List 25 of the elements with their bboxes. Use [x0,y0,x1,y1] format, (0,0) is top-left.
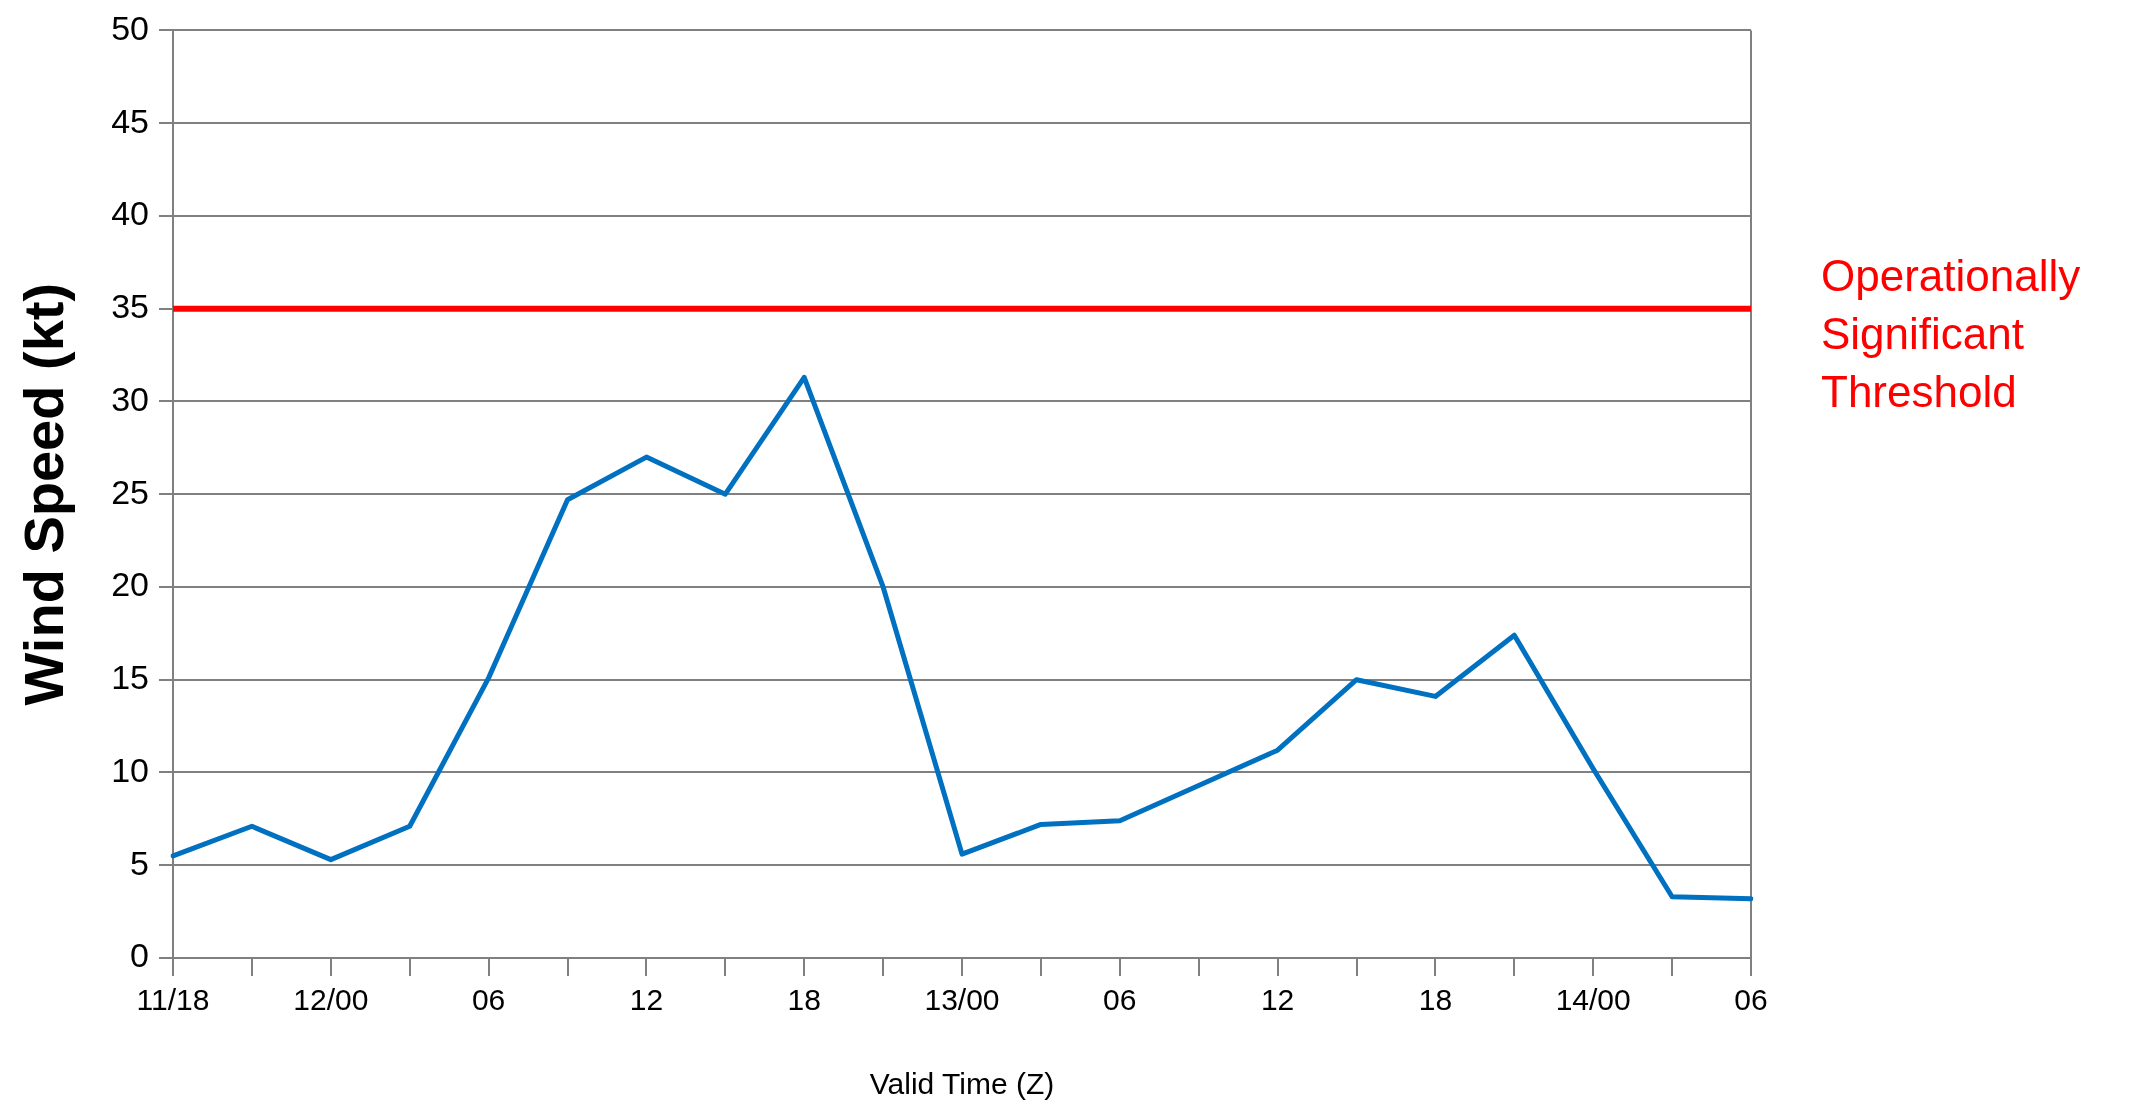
x-tick-label: 18 [787,983,821,1017]
y-tick-label: 45 [111,101,150,140]
y-tick-label: 15 [111,658,150,697]
y-tick-label: 40 [111,194,150,233]
y-tick-label: 30 [111,379,150,418]
y-tick-label: 50 [111,8,150,47]
x-tick-label: 12/00 [293,983,369,1017]
x-tick-label: 06 [1103,983,1137,1017]
y-axis-title: Wind Speed (kt) [12,282,76,706]
y-tick-label: 5 [130,843,150,882]
x-tick-label: 06 [471,983,506,1017]
x-tick-label: 18 [1418,983,1453,1017]
x-tick-label: 13/00 [924,983,1000,1017]
ref-line-label: Operationally Significant Threshold [1821,250,2081,416]
y-tick-label: 10 [111,750,150,789]
x-tick-label: 11/18 [136,983,210,1017]
x-tick-label: 12 [1260,983,1295,1017]
x-axis-title: Valid Time (Z) [869,1067,1055,1101]
x-tick-label: 14/00 [1555,983,1631,1017]
x-tick-label: 06 [1734,983,1768,1017]
y-tick-label: 0 [130,936,150,975]
x-tick-label: 12 [629,983,664,1017]
y-tick-label: 35 [111,287,150,326]
y-tick-label: 25 [111,472,150,511]
y-tick-label: 20 [111,565,150,604]
